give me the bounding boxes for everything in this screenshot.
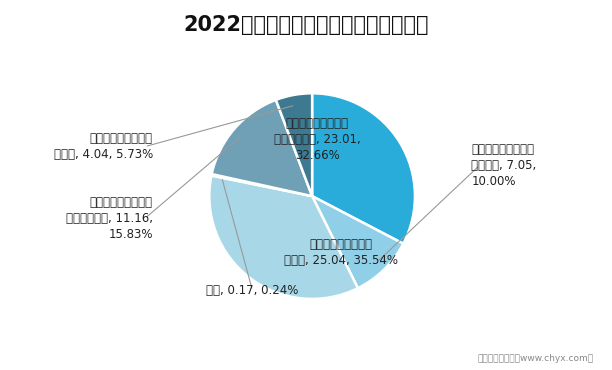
Text: 2022年华大基因营业收入明细（亿元）: 2022年华大基因营业收入明细（亿元） xyxy=(183,15,429,35)
Wedge shape xyxy=(212,100,312,196)
Text: 精准医学检测综合解
决方案, 25.04, 35.54%: 精准医学检测综合解 决方案, 25.04, 35.54% xyxy=(284,238,398,267)
Wedge shape xyxy=(312,196,403,288)
Text: 肿瘤防控及转化医学
类服务, 4.04, 5.73%: 肿瘤防控及转化医学 类服务, 4.04, 5.73% xyxy=(53,132,153,161)
Wedge shape xyxy=(209,176,358,299)
Text: 其他, 0.17, 0.24%: 其他, 0.17, 0.24% xyxy=(206,284,299,297)
Text: 制图：智研咨询（www.chyx.com）: 制图：智研咨询（www.chyx.com） xyxy=(477,354,594,363)
Wedge shape xyxy=(312,93,415,244)
Wedge shape xyxy=(211,174,312,196)
Text: 多组学大数据服务与
合成业务, 7.05,
10.00%: 多组学大数据服务与 合成业务, 7.05, 10.00% xyxy=(471,143,537,188)
Text: 生育健康基础研究和
临床应用服务, 11.16,
15.83%: 生育健康基础研究和 临床应用服务, 11.16, 15.83% xyxy=(65,196,153,241)
Wedge shape xyxy=(276,93,312,196)
Text: 感染防控基础研究和
临床应用服务, 23.01,
32.66%: 感染防控基础研究和 临床应用服务, 23.01, 32.66% xyxy=(274,117,360,162)
